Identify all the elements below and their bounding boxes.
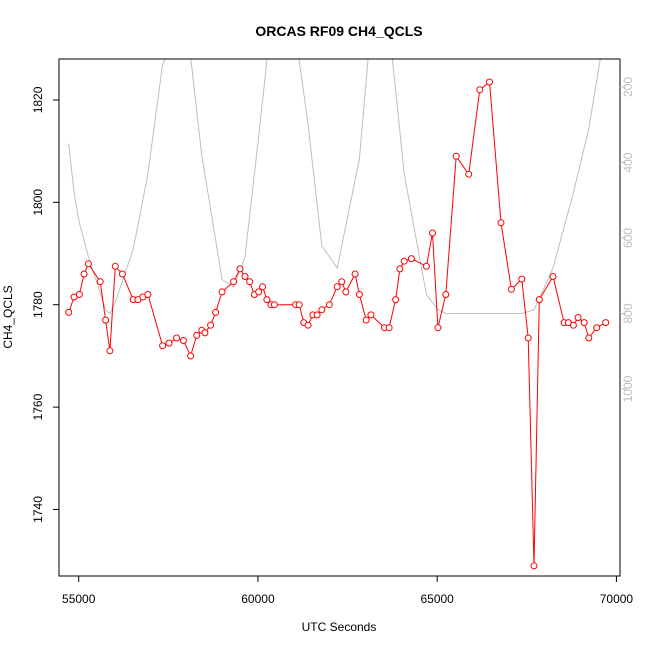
data-point <box>187 352 195 360</box>
data-point <box>549 273 557 280</box>
data-point <box>236 265 244 273</box>
data-point <box>580 319 588 327</box>
data-point <box>342 288 350 296</box>
y2-tick-label: 200 <box>621 77 635 97</box>
data-point <box>75 291 83 298</box>
data-point <box>535 296 543 304</box>
data-point <box>207 321 215 329</box>
y-tick-label: 1820 <box>31 86 45 113</box>
data-point <box>585 334 593 342</box>
data-point <box>212 308 220 316</box>
x-tick-label: 60000 <box>241 592 275 606</box>
data-point <box>84 260 92 268</box>
data-point <box>193 331 201 339</box>
data-point <box>593 324 601 332</box>
x-tick-label: 55000 <box>62 592 96 606</box>
data-point <box>530 562 538 570</box>
data-point <box>367 311 375 319</box>
data-point <box>518 275 526 283</box>
primary-series-layer <box>65 78 610 570</box>
x-tick-label: 65000 <box>420 592 454 606</box>
y-axis-label: CH4_QCLS <box>1 285 15 348</box>
data-point <box>422 262 430 270</box>
primary-series-line <box>68 81 606 566</box>
data-point <box>313 311 321 319</box>
data-point <box>524 334 532 342</box>
data-point <box>465 170 473 178</box>
data-point <box>96 278 104 286</box>
data-point <box>304 321 312 329</box>
data-point <box>396 265 404 273</box>
y2-tick-label: 1000 <box>621 375 635 402</box>
data-point <box>102 316 110 324</box>
data-point <box>497 219 505 227</box>
data-point <box>263 296 271 304</box>
secondary-y-axis: 200 400 600 800 1000 <box>620 77 635 402</box>
data-point <box>351 270 359 278</box>
data-point <box>325 301 333 309</box>
data-point <box>355 291 363 298</box>
y-tick-label: 1740 <box>31 496 45 523</box>
data-point <box>429 229 436 237</box>
secondary-series-layer <box>68 59 601 315</box>
data-point <box>255 288 263 296</box>
data-point <box>574 314 582 321</box>
data-point <box>201 329 209 337</box>
data-point <box>173 334 181 342</box>
data-point <box>241 273 249 280</box>
data-point <box>246 278 254 286</box>
data-point <box>165 339 173 347</box>
data-point <box>230 278 238 286</box>
data-point <box>65 308 73 316</box>
y-tick-label: 1780 <box>31 291 45 318</box>
data-point <box>507 285 515 293</box>
data-point <box>270 301 278 309</box>
chart-title: ORCAS RF09 CH4_QCLS <box>255 23 422 39</box>
data-point <box>392 296 400 304</box>
data-point <box>385 324 393 332</box>
y2-tick-label: 800 <box>621 303 635 323</box>
data-point <box>400 257 408 265</box>
data-point <box>144 291 152 298</box>
data-point <box>442 291 450 298</box>
data-point <box>452 152 460 160</box>
x-axis: 55000 60000 65000 70000 <box>62 576 633 606</box>
data-point <box>318 306 326 314</box>
y-tick-label: 1760 <box>31 393 45 420</box>
data-point <box>118 270 126 278</box>
secondary-series-line <box>68 59 601 315</box>
data-point <box>476 86 484 94</box>
data-point <box>259 283 267 291</box>
y2-tick-label: 400 <box>621 152 635 172</box>
data-point <box>111 262 119 270</box>
data-point <box>106 347 114 355</box>
data-point <box>362 316 370 324</box>
y-axis: 1740 1760 1780 1800 1820 <box>31 86 59 523</box>
data-point <box>80 270 88 278</box>
data-point <box>434 324 442 332</box>
plot-frame <box>58 58 621 577</box>
data-point <box>407 255 415 263</box>
data-point <box>159 342 167 350</box>
data-point <box>333 283 341 291</box>
data-point <box>295 301 303 309</box>
x-tick-label: 70000 <box>600 592 634 606</box>
data-point <box>179 337 187 344</box>
data-point <box>486 78 493 86</box>
data-point <box>218 288 226 296</box>
data-point <box>338 278 346 286</box>
data-point <box>602 319 610 327</box>
data-point <box>569 321 577 329</box>
y2-tick-label: 600 <box>621 228 635 248</box>
x-axis-label: UTC Seconds <box>302 620 377 634</box>
y-tick-label: 1800 <box>31 189 45 216</box>
